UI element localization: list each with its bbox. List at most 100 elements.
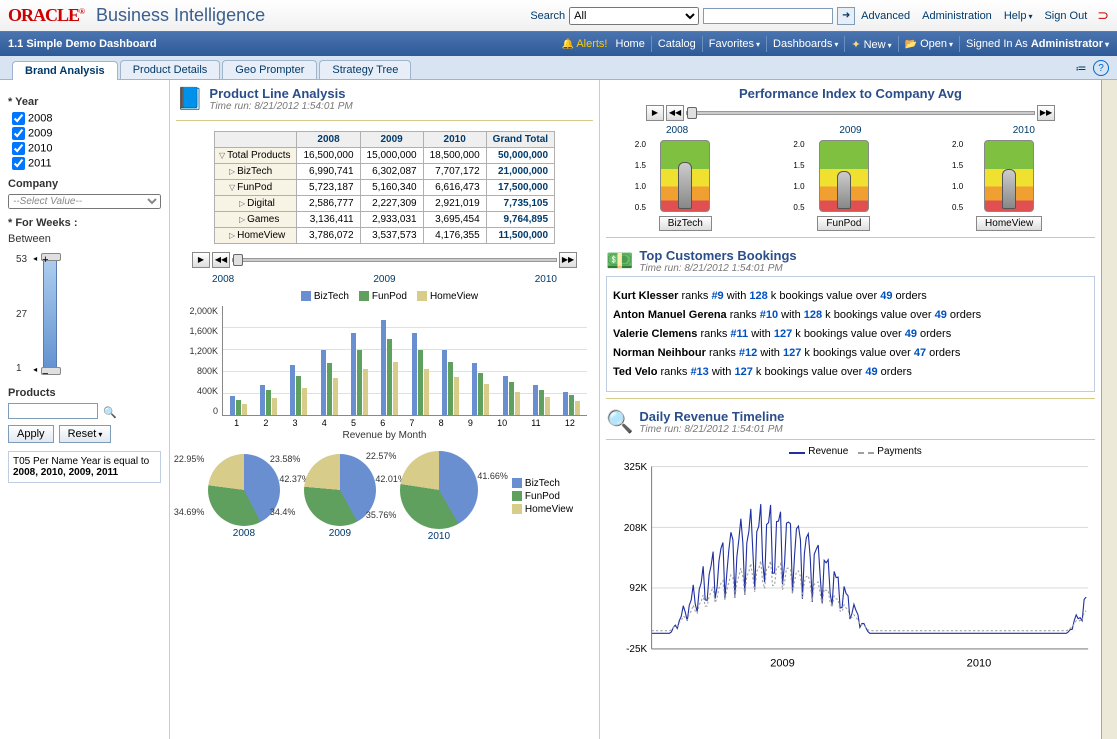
pie-pct: 22.95% [174,454,205,464]
slider-play-icon[interactable]: ▶ [646,105,664,121]
legend-label: Revenue [808,446,848,457]
bar [509,382,514,415]
bar [321,350,326,415]
slider-tick: 53 [16,254,27,265]
legend-swatch [359,291,369,301]
slider-thumb-bottom[interactable]: − [41,367,61,375]
gauge-button-funpod[interactable]: FunPod [817,216,870,231]
help-menu[interactable]: Help [1004,10,1033,22]
bar [575,401,580,415]
year-checkbox-2009[interactable] [12,127,25,140]
gauge-tick: 1.0 [635,182,646,191]
slider-tick: 27 [16,309,27,320]
cell: 18,500,000 [423,148,486,164]
bar [230,396,235,415]
row-label[interactable]: Total Products [214,148,297,164]
filter-summary: T05 Per Name Year is equal to 2008, 2010… [8,451,161,483]
slider-prev-icon[interactable]: ◀◀ [666,105,684,121]
bar [242,404,247,415]
bar [539,390,544,415]
legend-swatch [512,491,522,501]
bar [448,362,453,415]
slider-thumb[interactable] [233,254,243,266]
row-label[interactable]: FunPod [214,180,297,196]
tab-product-details[interactable]: Product Details [120,60,221,79]
search-input[interactable] [703,8,833,24]
gauge-tick: 1.0 [793,182,804,191]
year-checkbox-2010[interactable] [12,142,25,155]
page-options-icon[interactable]: ≔ [1073,60,1089,76]
slider-thumb[interactable] [687,107,697,119]
row-label[interactable]: BizTech [214,164,297,180]
legend-label: FunPod [372,291,407,302]
x-tick: 9 [468,418,473,428]
x-tick: 1 [234,418,239,428]
company-select[interactable]: --Select Value-- [8,194,161,209]
products-input[interactable] [8,403,98,419]
x-tick: 3 [293,418,298,428]
slider-next-icon[interactable]: ▶▶ [1037,105,1055,121]
cell: 2,921,019 [423,196,486,212]
slider-prev-icon[interactable]: ◀◀ [212,252,230,268]
nav-dashboards[interactable]: Dashboards [773,38,838,50]
slider-thumb-top[interactable]: + [41,253,61,261]
slider-year: 2008 [212,274,234,285]
administration-link[interactable]: Administration [922,10,992,22]
gauge-tick: 0.5 [952,203,963,212]
bar [503,376,508,415]
signout-link[interactable]: Sign Out [1044,10,1087,22]
payments-line [652,561,1087,631]
alerts-link[interactable]: Alerts! [562,38,608,50]
y-tick: 2,000K [182,306,218,316]
user-menu[interactable]: Administrator [1031,38,1109,50]
nav-catalog[interactable]: Catalog [658,38,696,50]
row-label[interactable]: Games [214,212,297,228]
row-label[interactable]: HomeView [214,228,297,244]
apply-button[interactable]: Apply [8,425,54,443]
y-tick: 0 [182,406,218,416]
year-label: 2009 [28,127,52,139]
bar [260,385,265,415]
search-scope-select[interactable]: All [569,7,699,25]
row-label[interactable]: Digital [214,196,297,212]
tab-geo-prompter[interactable]: Geo Prompter [222,60,317,79]
x-tick: 10 [497,418,507,428]
cell: 15,000,000 [360,148,423,164]
col-header: 2009 [360,132,423,148]
tab-brand-analysis[interactable]: Brand Analysis [12,61,118,80]
customers-list: Kurt Klesser ranks #9 with 128 k booking… [606,276,1095,392]
bar [569,395,574,415]
tab-strategy-tree[interactable]: Strategy Tree [319,60,411,79]
gauge-fill [678,162,692,209]
perf-slider[interactable]: ▶ ◀◀ ▶▶ [646,105,1055,121]
year-checkbox-2008[interactable] [12,112,25,125]
gauge-button-biztech[interactable]: BizTech [659,216,712,231]
nav-favorites[interactable]: Favorites [709,38,760,50]
nav-open[interactable]: Open [905,38,953,50]
vertical-scrollbar[interactable] [1101,80,1117,739]
gauge-button-homeview[interactable]: HomeView [976,216,1042,231]
year-slider[interactable]: ▶ ◀◀ ▶▶ [192,252,577,268]
timeline-timerun: Time run: 8/21/2012 1:54:01 PM [639,424,784,435]
y-tick: 1,600K [182,326,218,336]
weeks-slider[interactable]: 53 27 1 ◂◂ + − [16,249,161,379]
slider-play-icon[interactable]: ▶ [192,252,210,268]
help-icon[interactable]: ? [1093,60,1109,76]
x-tick: 12 [565,418,575,428]
products-search-icon[interactable]: 🔍 [103,407,117,419]
product-line-title: Product Line Analysis [209,86,352,101]
nav-home[interactable]: Home [616,38,645,50]
reset-button[interactable]: Reset [59,425,112,443]
pie-year: 2008 [208,528,280,539]
search-go-button[interactable]: ➜ [837,7,855,25]
year-checkbox-2011[interactable] [12,157,25,170]
legend-label: BizTech [314,291,349,302]
revenue-timeline-chart: RevenuePayments -25K92K208K325K20092010 [606,446,1095,674]
slider-next-icon[interactable]: ▶▶ [559,252,577,268]
nav-new[interactable]: New [851,38,891,51]
pie-year: 2010 [400,531,478,542]
bar [412,333,417,415]
advanced-link[interactable]: Advanced [861,10,910,22]
y-tick: 208K [624,523,648,534]
gauge-tick: 1.5 [793,161,804,170]
